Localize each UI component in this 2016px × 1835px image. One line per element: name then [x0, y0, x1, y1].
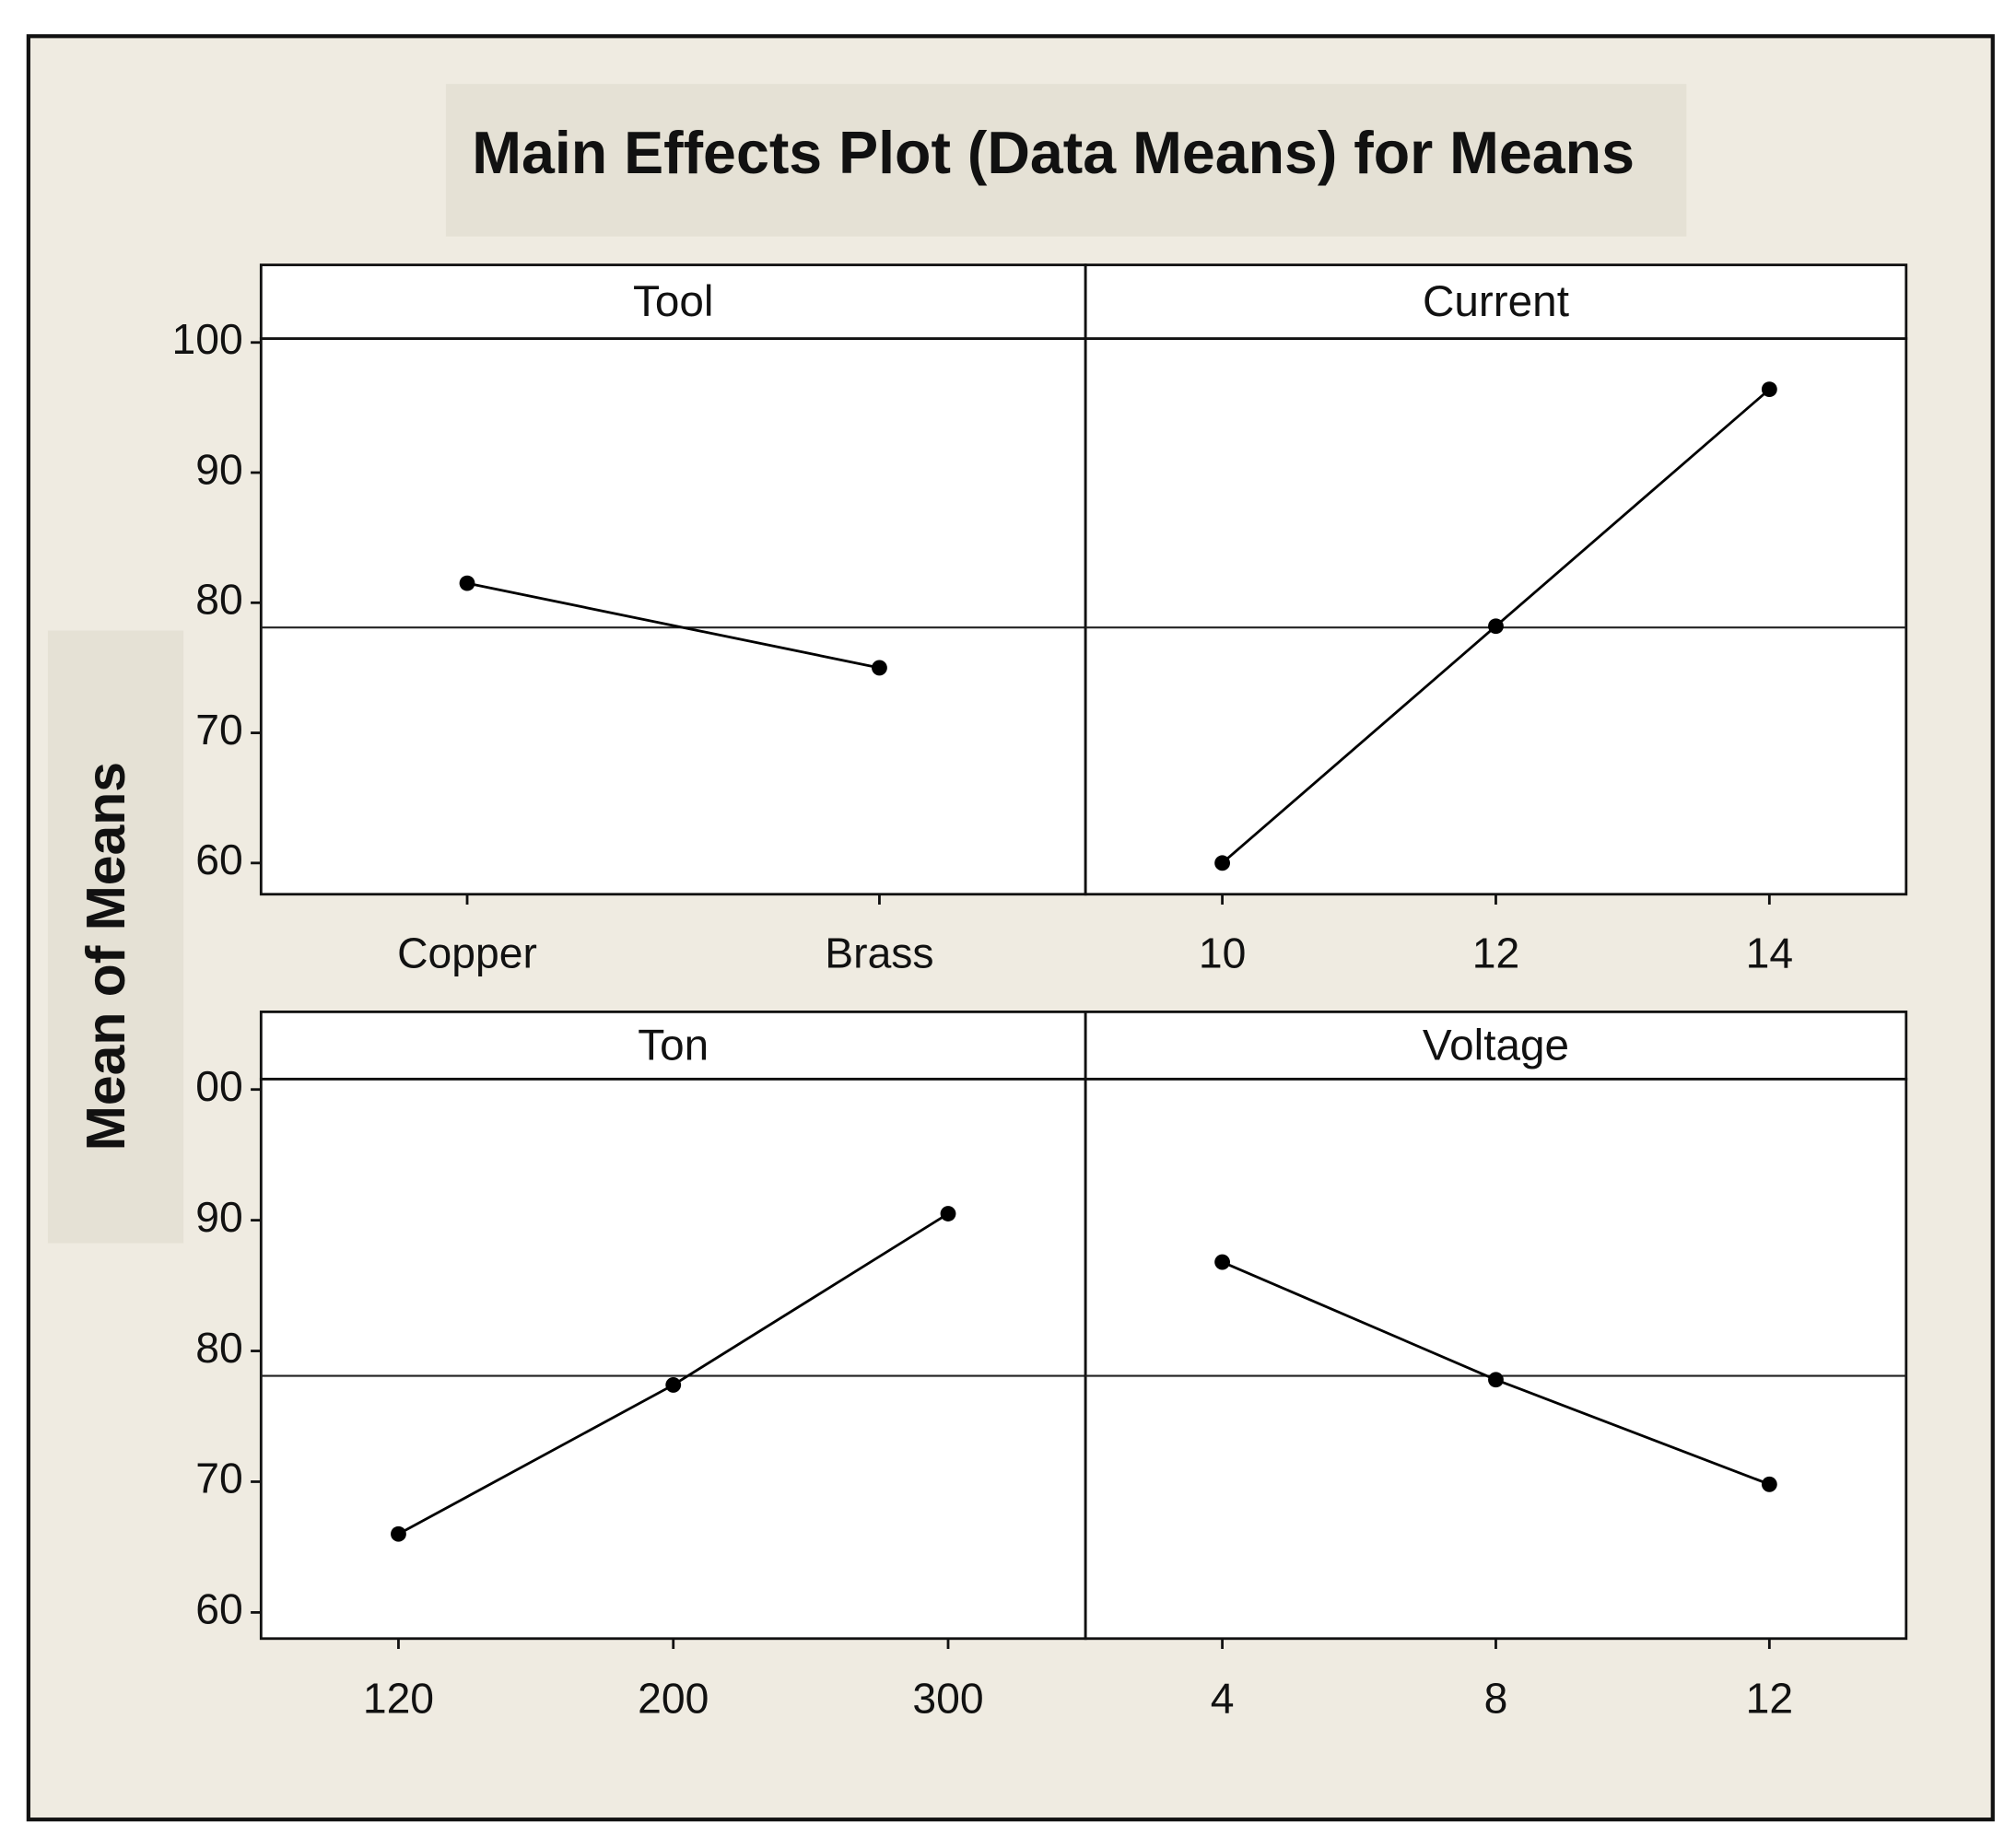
- panel: [1084, 337, 1908, 896]
- x-tick-label: Brass: [825, 929, 933, 976]
- panel-title: Ton: [638, 1021, 709, 1069]
- x-tick-label: 4: [1211, 1675, 1235, 1723]
- y-axis-label: Mean of Means: [76, 762, 136, 1151]
- y-tick-label: 90: [195, 1193, 242, 1241]
- point: [1488, 1372, 1504, 1388]
- point: [872, 660, 887, 676]
- title-box: [445, 84, 1687, 237]
- x-tick-label: 10: [1199, 929, 1246, 976]
- x-tick-label: 200: [638, 1675, 709, 1723]
- x-tick-label: 14: [1746, 929, 1793, 976]
- point: [459, 575, 475, 591]
- x-tick-label: 300: [912, 1675, 983, 1723]
- y-tick-label: 100: [171, 315, 242, 363]
- point: [1214, 855, 1231, 871]
- y-tick-label: 70: [195, 706, 242, 754]
- y-tick-label: 80: [195, 576, 242, 624]
- point: [1488, 618, 1504, 635]
- panel-title: Tool: [633, 277, 713, 326]
- point: [940, 1206, 956, 1221]
- panel-title: Current: [1423, 277, 1569, 326]
- point: [1761, 1476, 1777, 1492]
- y-tick-label: 60: [195, 836, 242, 883]
- panel: [1084, 1077, 1908, 1641]
- x-tick-label: Copper: [397, 929, 537, 976]
- x-tick-label: 8: [1484, 1675, 1508, 1723]
- y-tick-label: 80: [195, 1324, 242, 1372]
- x-tick-label: 12: [1746, 1675, 1793, 1723]
- panel-title: Voltage: [1423, 1021, 1569, 1069]
- y-tick-label: 90: [195, 445, 242, 493]
- panel: [259, 1077, 1087, 1641]
- point: [391, 1525, 406, 1542]
- series-line: [466, 581, 880, 670]
- x-tick-label: 12: [1472, 929, 1519, 976]
- point: [665, 1377, 682, 1393]
- panel-header: [1084, 1011, 1908, 1081]
- panel: [259, 337, 1087, 896]
- y-tick-label: 70: [195, 1455, 242, 1502]
- x-tick-label: 120: [363, 1675, 434, 1723]
- y-label-box: [47, 630, 184, 1244]
- panel-header: [1084, 263, 1908, 340]
- point: [1214, 1254, 1231, 1270]
- point: [1761, 381, 1777, 398]
- chart-title: Main Effects Plot (Data Means) for Means: [472, 120, 1635, 186]
- y-tick-label: 00: [195, 1062, 242, 1110]
- y-tick-label: 60: [195, 1585, 242, 1633]
